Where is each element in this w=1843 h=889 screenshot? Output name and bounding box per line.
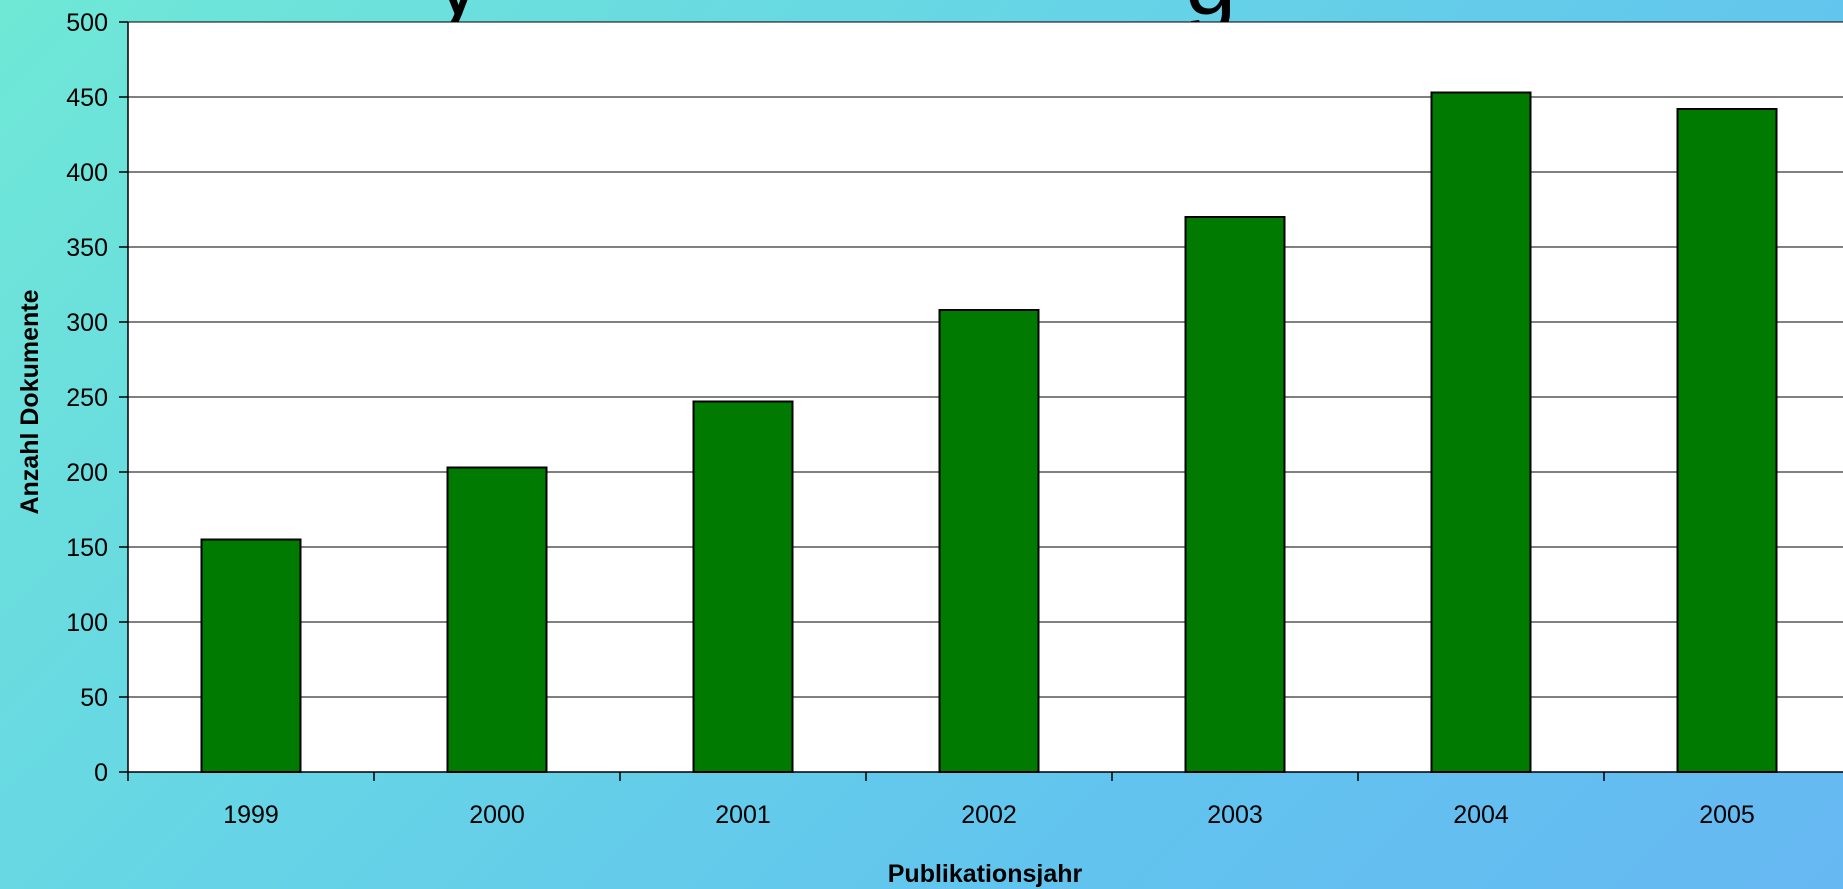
y-tick-label: 450 [66,84,108,112]
x-axis-title: Publikationsjahr [888,860,1083,888]
y-tick-labels: 0 50 100 150 200 250 300 350 400 450 500 [66,9,108,787]
x-tick-label: 2002 [961,801,1017,829]
y-tick-label: 250 [66,384,108,412]
bar-2003 [1184,216,1286,773]
y-tick-label: 500 [66,9,108,37]
bar-2005 [1676,108,1778,773]
bar-1999 [200,538,302,773]
y-tick-label: 350 [66,234,108,262]
x-tick-label: 2000 [469,801,525,829]
x-tick-labels: 1999 2000 2001 2002 2003 2004 2005 [223,801,1755,829]
bars [200,91,1778,773]
y-tick-label: 100 [66,609,108,637]
y-tick-label: 400 [66,159,108,187]
x-tick-label: 2005 [1699,801,1755,829]
y-tick-label: 300 [66,309,108,337]
x-tick-label: 2004 [1453,801,1509,829]
bar-2000 [446,466,548,773]
y-tick-label: 150 [66,534,108,562]
x-tick-label: 2001 [715,801,771,829]
y-axis-title: Anzahl Dokumente [16,289,44,514]
x-tick-label: 2003 [1207,801,1263,829]
bar-2001 [692,400,794,773]
bar-2004 [1430,91,1532,773]
x-tick-label: 1999 [223,801,279,829]
axes [119,21,1843,781]
y-tick-label: 200 [66,459,108,487]
y-tick-label: 50 [80,684,108,712]
bar-2002 [938,309,1040,773]
y-tick-label: 0 [94,759,108,787]
